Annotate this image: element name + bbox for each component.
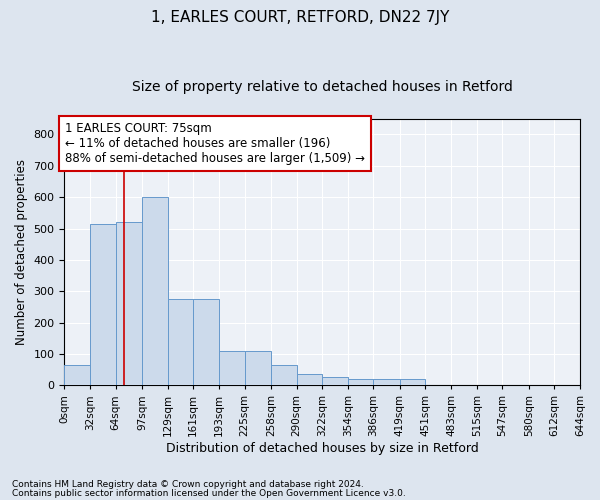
Bar	[116, 222, 142, 386]
Bar	[296, 374, 322, 386]
Bar	[167, 299, 193, 386]
Bar	[322, 378, 348, 386]
Bar	[348, 379, 373, 386]
Text: 1, EARLES COURT, RETFORD, DN22 7JY: 1, EARLES COURT, RETFORD, DN22 7JY	[151, 10, 449, 25]
Bar	[400, 379, 425, 386]
Bar	[64, 365, 90, 386]
Title: Size of property relative to detached houses in Retford: Size of property relative to detached ho…	[132, 80, 512, 94]
Bar	[245, 351, 271, 386]
Text: Contains HM Land Registry data © Crown copyright and database right 2024.: Contains HM Land Registry data © Crown c…	[12, 480, 364, 489]
Bar	[90, 224, 116, 386]
Bar	[373, 379, 400, 386]
Bar	[142, 197, 167, 386]
Bar	[271, 365, 296, 386]
Y-axis label: Number of detached properties: Number of detached properties	[15, 159, 28, 345]
Bar	[193, 299, 219, 386]
Text: 1 EARLES COURT: 75sqm
← 11% of detached houses are smaller (196)
88% of semi-det: 1 EARLES COURT: 75sqm ← 11% of detached …	[65, 122, 365, 165]
X-axis label: Distribution of detached houses by size in Retford: Distribution of detached houses by size …	[166, 442, 479, 455]
Bar	[219, 351, 245, 386]
Text: Contains public sector information licensed under the Open Government Licence v3: Contains public sector information licen…	[12, 488, 406, 498]
